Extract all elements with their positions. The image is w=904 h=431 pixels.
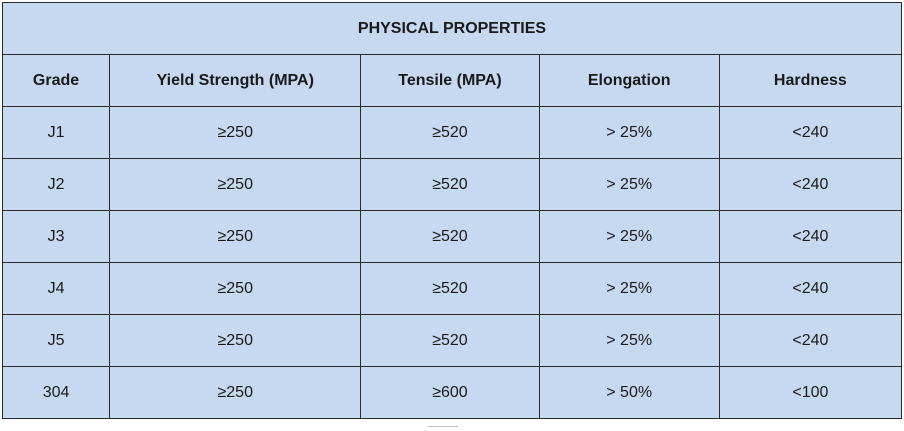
table-row: 304 ≥250 ≥600 > 50% <100 <box>1 366 903 419</box>
table-title: PHYSICAL PROPERTIES <box>2 2 902 55</box>
header-tensile: Tensile (MPA) <box>360 54 540 107</box>
cell-grade: J5 <box>1 314 111 367</box>
cell-yield-strength: ≥250 <box>109 262 362 315</box>
table-row: J4 ≥250 ≥520 > 25% <240 <box>1 262 903 315</box>
cell-grade: 304 <box>1 366 111 419</box>
cell-grade: J2 <box>1 158 111 211</box>
table-row: J2 ≥250 ≥520 > 25% <240 <box>1 158 903 211</box>
cell-tensile: ≥600 <box>360 366 540 419</box>
header-elongation: Elongation <box>538 54 720 107</box>
cell-grade: J3 <box>1 210 111 263</box>
cell-hardness: <240 <box>718 262 903 315</box>
table-header-row: Grade Yield Strength (MPA) Tensile (MPA)… <box>1 54 903 107</box>
cell-grade: J1 <box>1 106 111 159</box>
cell-tensile: ≥520 <box>360 314 540 367</box>
cell-yield-strength: ≥250 <box>109 366 362 419</box>
cell-elongation: > 25% <box>538 210 720 263</box>
header-yield-strength: Yield Strength (MPA) <box>109 54 362 107</box>
cell-hardness: <240 <box>718 158 903 211</box>
table-row: J3 ≥250 ≥520 > 25% <240 <box>1 210 903 263</box>
physical-properties-table: PHYSICAL PROPERTIES Grade Yield Strength… <box>1 2 903 419</box>
cell-elongation: > 25% <box>538 106 720 159</box>
cell-hardness: <240 <box>718 314 903 367</box>
cell-hardness: <100 <box>718 366 903 419</box>
cell-hardness: <240 <box>718 210 903 263</box>
table-title-row: PHYSICAL PROPERTIES <box>2 2 902 55</box>
cell-tensile: ≥520 <box>360 262 540 315</box>
cell-yield-strength: ≥250 <box>109 210 362 263</box>
header-grade: Grade <box>1 54 111 107</box>
cell-tensile: ≥520 <box>360 106 540 159</box>
cell-tensile: ≥520 <box>360 210 540 263</box>
cell-elongation: > 25% <box>538 262 720 315</box>
cell-yield-strength: ≥250 <box>109 158 362 211</box>
cell-yield-strength: ≥250 <box>109 106 362 159</box>
cell-elongation: > 25% <box>538 158 720 211</box>
cell-tensile: ≥520 <box>360 158 540 211</box>
bottom-divider <box>428 426 458 427</box>
properties-table-wrapper: PHYSICAL PROPERTIES Grade Yield Strength… <box>1 2 903 419</box>
cell-hardness: <240 <box>718 106 903 159</box>
cell-yield-strength: ≥250 <box>109 314 362 367</box>
cell-elongation: > 25% <box>538 314 720 367</box>
cell-grade: J4 <box>1 262 111 315</box>
cell-elongation: > 50% <box>538 366 720 419</box>
table-row: J5 ≥250 ≥520 > 25% <240 <box>1 314 903 367</box>
table-row: J1 ≥250 ≥520 > 25% <240 <box>1 106 903 159</box>
header-hardness: Hardness <box>718 54 903 107</box>
